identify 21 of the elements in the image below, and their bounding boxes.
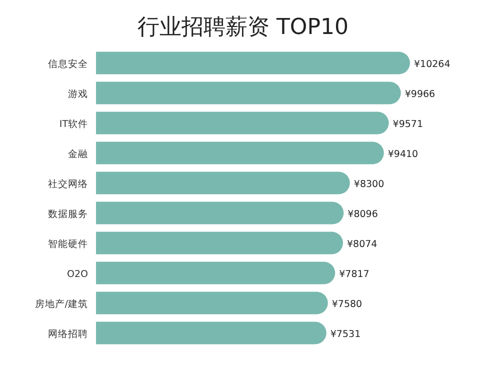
y-tick-label: 游戏: [68, 88, 88, 100]
data-label: ¥8074: [347, 239, 378, 250]
y-tick-label: IT软件: [59, 118, 88, 130]
y-tick-label: 智能硬件: [48, 238, 88, 250]
y-tick-label: 信息安全: [48, 58, 88, 70]
y-tick-label: 金融: [68, 148, 88, 160]
y-tick-label: 网络招聘: [48, 328, 88, 340]
data-label: ¥7531: [330, 329, 361, 340]
y-tick-label: 数据服务: [48, 208, 88, 220]
y-tick-label: 房地产/建筑: [34, 298, 88, 310]
data-label: ¥9410: [388, 149, 418, 160]
y-tick-label: O2O: [67, 269, 88, 280]
chart-title: 行业招聘薪资 TOP10: [137, 15, 349, 40]
data-label: ¥8300: [354, 179, 384, 190]
data-label: ¥9571: [392, 119, 424, 130]
y-tick-label: 社交网络: [48, 178, 88, 190]
data-label: ¥7580: [332, 299, 362, 310]
data-label: ¥10264: [414, 59, 450, 70]
data-label: ¥7817: [339, 269, 370, 280]
data-label: ¥8096: [348, 209, 378, 220]
data-label: ¥9966: [404, 89, 436, 100]
